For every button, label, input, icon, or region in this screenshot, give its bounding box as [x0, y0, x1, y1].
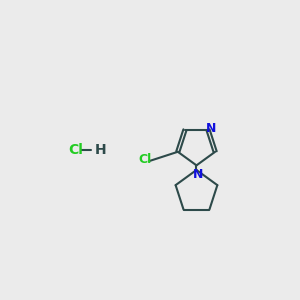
Text: N: N — [206, 122, 216, 135]
Text: H: H — [95, 143, 106, 157]
Text: Cl: Cl — [139, 153, 152, 166]
Text: Cl: Cl — [68, 143, 83, 157]
Text: N: N — [193, 168, 203, 181]
